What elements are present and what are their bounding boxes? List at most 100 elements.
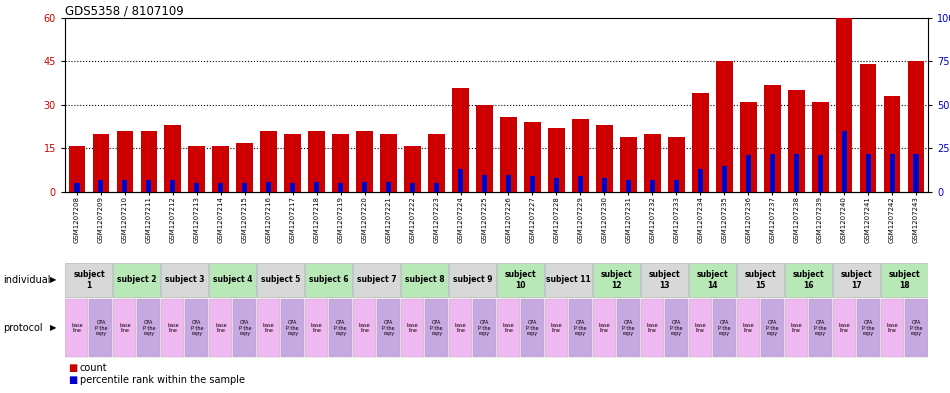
Bar [377, 299, 400, 357]
Text: base
line: base line [551, 323, 562, 333]
Bar [596, 125, 613, 192]
Text: CPA
P the
rapy: CPA P the rapy [526, 320, 539, 336]
Text: base
line: base line [647, 323, 658, 333]
Text: subject
17: subject 17 [840, 270, 872, 290]
Bar [785, 299, 808, 357]
Bar [290, 183, 295, 192]
Bar [865, 154, 870, 192]
Text: base
line: base line [359, 323, 371, 333]
Bar [123, 180, 127, 192]
Text: CPA
P the
rapy: CPA P the rapy [430, 320, 443, 336]
Text: ▶: ▶ [50, 323, 56, 332]
Text: base
line: base line [71, 323, 83, 333]
Text: CPA
P the
rapy: CPA P the rapy [142, 320, 155, 336]
Text: CPA
P the
rapy: CPA P the rapy [574, 320, 587, 336]
Bar [332, 134, 349, 192]
Bar [162, 299, 184, 357]
Text: GDS5358 / 8107109: GDS5358 / 8107109 [65, 5, 183, 18]
Bar [530, 176, 535, 192]
Bar [284, 134, 301, 192]
Bar [257, 263, 304, 297]
Bar [234, 299, 256, 357]
Bar [353, 263, 400, 297]
Bar [836, 18, 852, 192]
Bar [146, 180, 151, 192]
Bar [842, 131, 846, 192]
Bar [692, 94, 709, 192]
Bar [113, 299, 137, 357]
Text: base
line: base line [407, 323, 418, 333]
Bar [572, 119, 589, 192]
Bar [380, 134, 397, 192]
Bar [736, 263, 784, 297]
Text: subject
13: subject 13 [649, 270, 680, 290]
Bar [260, 131, 277, 192]
Text: base
line: base line [263, 323, 275, 333]
Bar [818, 156, 823, 192]
Text: protocol: protocol [3, 323, 43, 333]
Text: CPA
P the
rapy: CPA P the rapy [718, 320, 731, 336]
Text: subject
15: subject 15 [745, 270, 776, 290]
Text: CPA
P the
rapy: CPA P the rapy [766, 320, 778, 336]
Bar [195, 183, 200, 192]
Text: individual: individual [3, 275, 50, 285]
Bar [650, 180, 655, 192]
Bar [689, 263, 735, 297]
Text: CPA
P the
rapy: CPA P the rapy [814, 320, 826, 336]
Bar [428, 134, 445, 192]
Bar [884, 96, 901, 192]
Text: subject
1: subject 1 [73, 270, 104, 290]
Text: base
line: base line [167, 323, 179, 333]
Text: base
line: base line [598, 323, 610, 333]
Text: CPA
P the
rapy: CPA P the rapy [862, 320, 874, 336]
Bar [881, 263, 927, 297]
Bar [665, 299, 688, 357]
Bar [170, 180, 176, 192]
Bar [506, 174, 511, 192]
Bar [117, 131, 133, 192]
Bar [162, 263, 208, 297]
Bar [620, 137, 636, 192]
Bar [309, 131, 325, 192]
Text: subject
12: subject 12 [600, 270, 632, 290]
Bar [736, 299, 760, 357]
Bar [889, 154, 895, 192]
Bar [281, 299, 304, 357]
Bar [404, 145, 421, 192]
Bar [473, 299, 496, 357]
Bar [329, 299, 352, 357]
Bar [641, 263, 688, 297]
Text: subject 6: subject 6 [309, 275, 349, 285]
Bar [305, 299, 328, 357]
Bar [578, 176, 583, 192]
Bar [188, 145, 205, 192]
Text: base
line: base line [742, 323, 754, 333]
Bar [74, 183, 80, 192]
Text: ■: ■ [68, 363, 77, 373]
Bar [548, 128, 565, 192]
Text: subject
16: subject 16 [792, 270, 824, 290]
Text: percentile rank within the sample: percentile rank within the sample [80, 375, 245, 385]
Bar [141, 131, 158, 192]
Text: subject 2: subject 2 [117, 275, 157, 285]
Bar [500, 117, 517, 192]
Bar [257, 299, 280, 357]
Bar [386, 182, 391, 192]
Text: ▶: ▶ [50, 275, 56, 285]
Text: count: count [80, 363, 107, 373]
Text: CPA
P the
rapy: CPA P the rapy [670, 320, 682, 336]
Bar [644, 134, 660, 192]
Bar [425, 299, 448, 357]
Bar [764, 85, 781, 192]
Bar [68, 145, 86, 192]
Bar [761, 299, 784, 357]
Text: subject
10: subject 10 [504, 270, 537, 290]
Bar [458, 169, 463, 192]
Bar [554, 178, 559, 192]
Bar [904, 299, 927, 357]
Bar [716, 61, 732, 192]
Text: CPA
P the
rapy: CPA P the rapy [334, 320, 347, 336]
Bar [626, 180, 631, 192]
Bar [99, 180, 104, 192]
Bar [881, 299, 903, 357]
